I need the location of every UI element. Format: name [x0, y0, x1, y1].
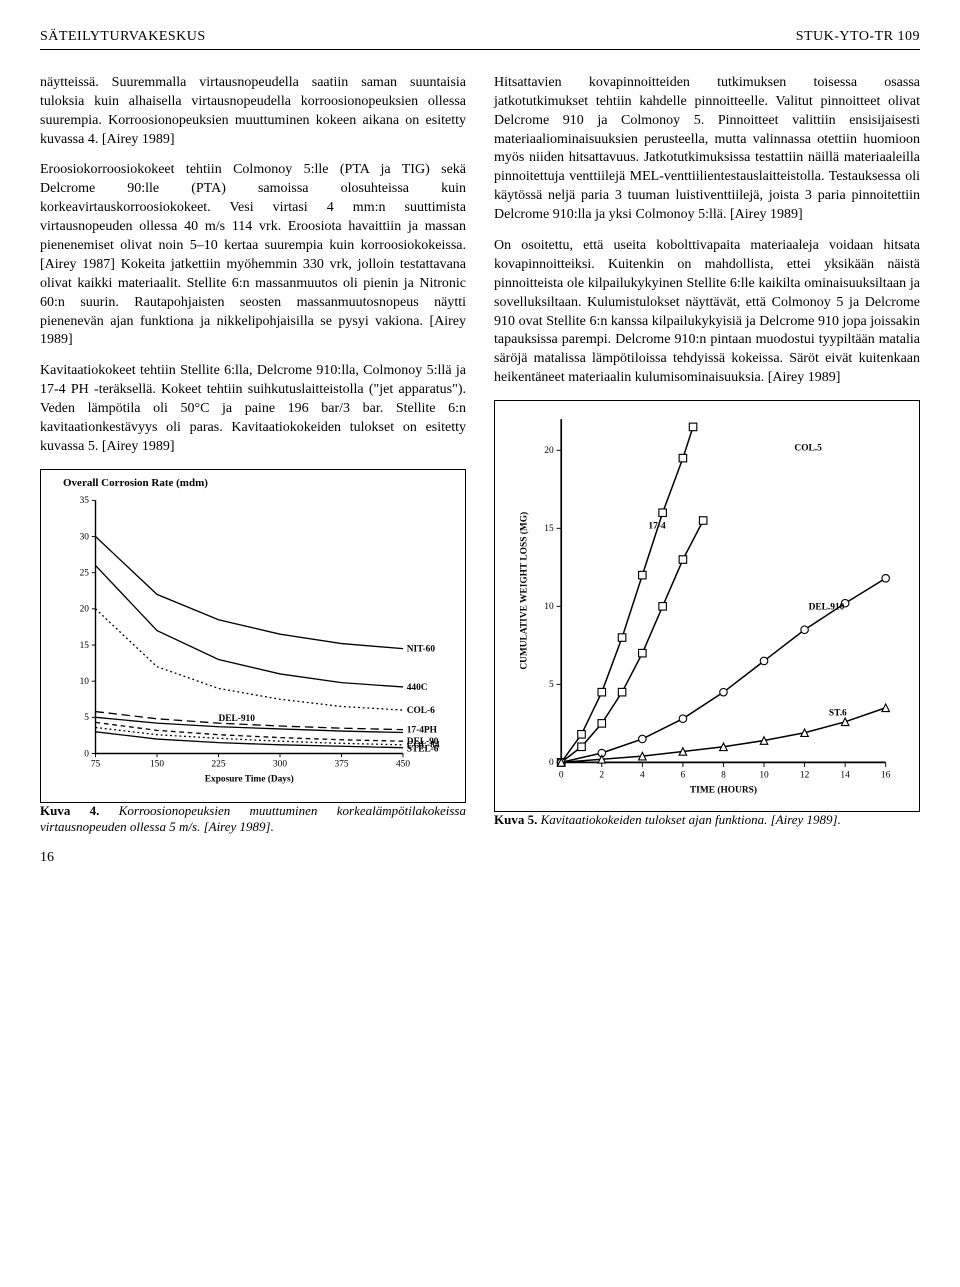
svg-text:375: 375	[334, 759, 348, 769]
svg-text:10: 10	[80, 677, 90, 687]
svg-text:440C: 440C	[407, 682, 428, 692]
header-left: SÄTEILYTURVAKESKUS	[40, 28, 206, 47]
figure-4-caption-bold: Kuva 4.	[40, 803, 99, 818]
left-p2: Eroosiokorroosiokokeet tehtiin Colmonoy …	[40, 161, 466, 350]
svg-text:ST.6: ST.6	[829, 709, 847, 719]
figure-5-chart: 0 5 10 15 20 0 2 4 6 8 10 12 14 16 TIME (HOURS) CUMULAT…	[499, 405, 915, 800]
right-p1: Hitsattavien kovapinnoitteiden tutkimuks…	[494, 74, 920, 225]
svg-text:300: 300	[273, 759, 287, 769]
svg-text:5: 5	[84, 713, 89, 723]
figure-5-caption-bold: Kuva 5.	[494, 812, 537, 827]
svg-text:17-4: 17-4	[648, 521, 666, 531]
svg-text:25: 25	[80, 568, 90, 578]
figure-4-caption-text: Korroosionopeuksien muuttuminen korkealä…	[40, 803, 466, 834]
left-p1: näytteissä. Suuremmalla virtausnopeudell…	[40, 74, 466, 150]
figure-4-caption: Kuva 4. Korroosionopeuksien muuttuminen …	[40, 803, 466, 836]
svg-text:14: 14	[840, 771, 850, 781]
svg-text:2: 2	[599, 771, 604, 781]
svg-text:5: 5	[549, 680, 554, 690]
svg-text:COL.5: COL.5	[794, 443, 822, 453]
svg-text:DEL-910: DEL-910	[219, 714, 256, 724]
right-column: Hitsattavien kovapinnoitteiden tutkimuks…	[494, 74, 920, 868]
svg-text:450: 450	[396, 759, 410, 769]
svg-text:225: 225	[211, 759, 225, 769]
figure-4-box: Overall Corrosion Rate (mdm) 0 5 10 15 20 25 3…	[40, 469, 466, 803]
svg-text:8: 8	[721, 771, 726, 781]
svg-text:30: 30	[80, 532, 90, 542]
svg-text:TIME (HOURS): TIME (HOURS)	[690, 785, 757, 796]
svg-text:COL-6: COL-6	[407, 706, 435, 716]
body-columns: näytteissä. Suuremmalla virtausnopeudell…	[40, 74, 920, 868]
svg-text:CUMULATIVE WEIGHT LOSS (MG): CUMULATIVE WEIGHT LOSS (MG)	[518, 512, 529, 670]
figure-4-chart: 0 5 10 15 20 25 30 35 75 150 225 300 375 450 Exposure …	[45, 491, 461, 791]
svg-text:6: 6	[681, 771, 686, 781]
figure-4-title: Overall Corrosion Rate (mdm)	[63, 476, 461, 491]
svg-text:10: 10	[759, 771, 769, 781]
svg-text:4: 4	[640, 771, 645, 781]
figure-5-box: 0 5 10 15 20 0 2 4 6 8 10 12 14 16 TIME (HOURS) CUMULAT…	[494, 400, 920, 812]
page-header: SÄTEILYTURVAKESKUS STUK-YTO-TR 109	[40, 28, 920, 47]
svg-text:15: 15	[544, 524, 554, 534]
left-p3: Kavitaatiokokeet tehtiin Stellite 6:lla,…	[40, 362, 466, 456]
svg-text:75: 75	[91, 759, 101, 769]
left-column: näytteissä. Suuremmalla virtausnopeudell…	[40, 74, 466, 868]
svg-text:20: 20	[544, 446, 554, 456]
svg-text:Exposure Time (Days): Exposure Time (Days)	[205, 773, 294, 784]
svg-text:0: 0	[84, 749, 89, 759]
svg-text:35: 35	[80, 496, 90, 506]
svg-text:STEL-6: STEL-6	[407, 744, 439, 754]
svg-text:12: 12	[800, 771, 810, 781]
svg-text:NIT-60: NIT-60	[407, 644, 436, 654]
svg-text:DEL.910: DEL.910	[809, 603, 845, 613]
figure-5-caption: Kuva 5. Kavitaatiokokeiden tulokset ajan…	[494, 812, 920, 828]
svg-text:16: 16	[881, 771, 891, 781]
page-number: 16	[40, 849, 466, 868]
svg-text:150: 150	[150, 759, 164, 769]
header-right: STUK-YTO-TR 109	[796, 28, 920, 47]
header-rule	[40, 49, 920, 50]
svg-text:20: 20	[80, 604, 90, 614]
svg-text:10: 10	[544, 602, 554, 612]
svg-text:15: 15	[80, 640, 90, 650]
right-p2: On osoitettu, että useita kobolttivapait…	[494, 237, 920, 388]
svg-text:0: 0	[549, 758, 554, 768]
figure-5-caption-text: Kavitaatiokokeiden tulokset ajan funktio…	[541, 812, 841, 827]
svg-text:17-4PH: 17-4PH	[407, 725, 438, 735]
svg-text:0: 0	[559, 771, 564, 781]
